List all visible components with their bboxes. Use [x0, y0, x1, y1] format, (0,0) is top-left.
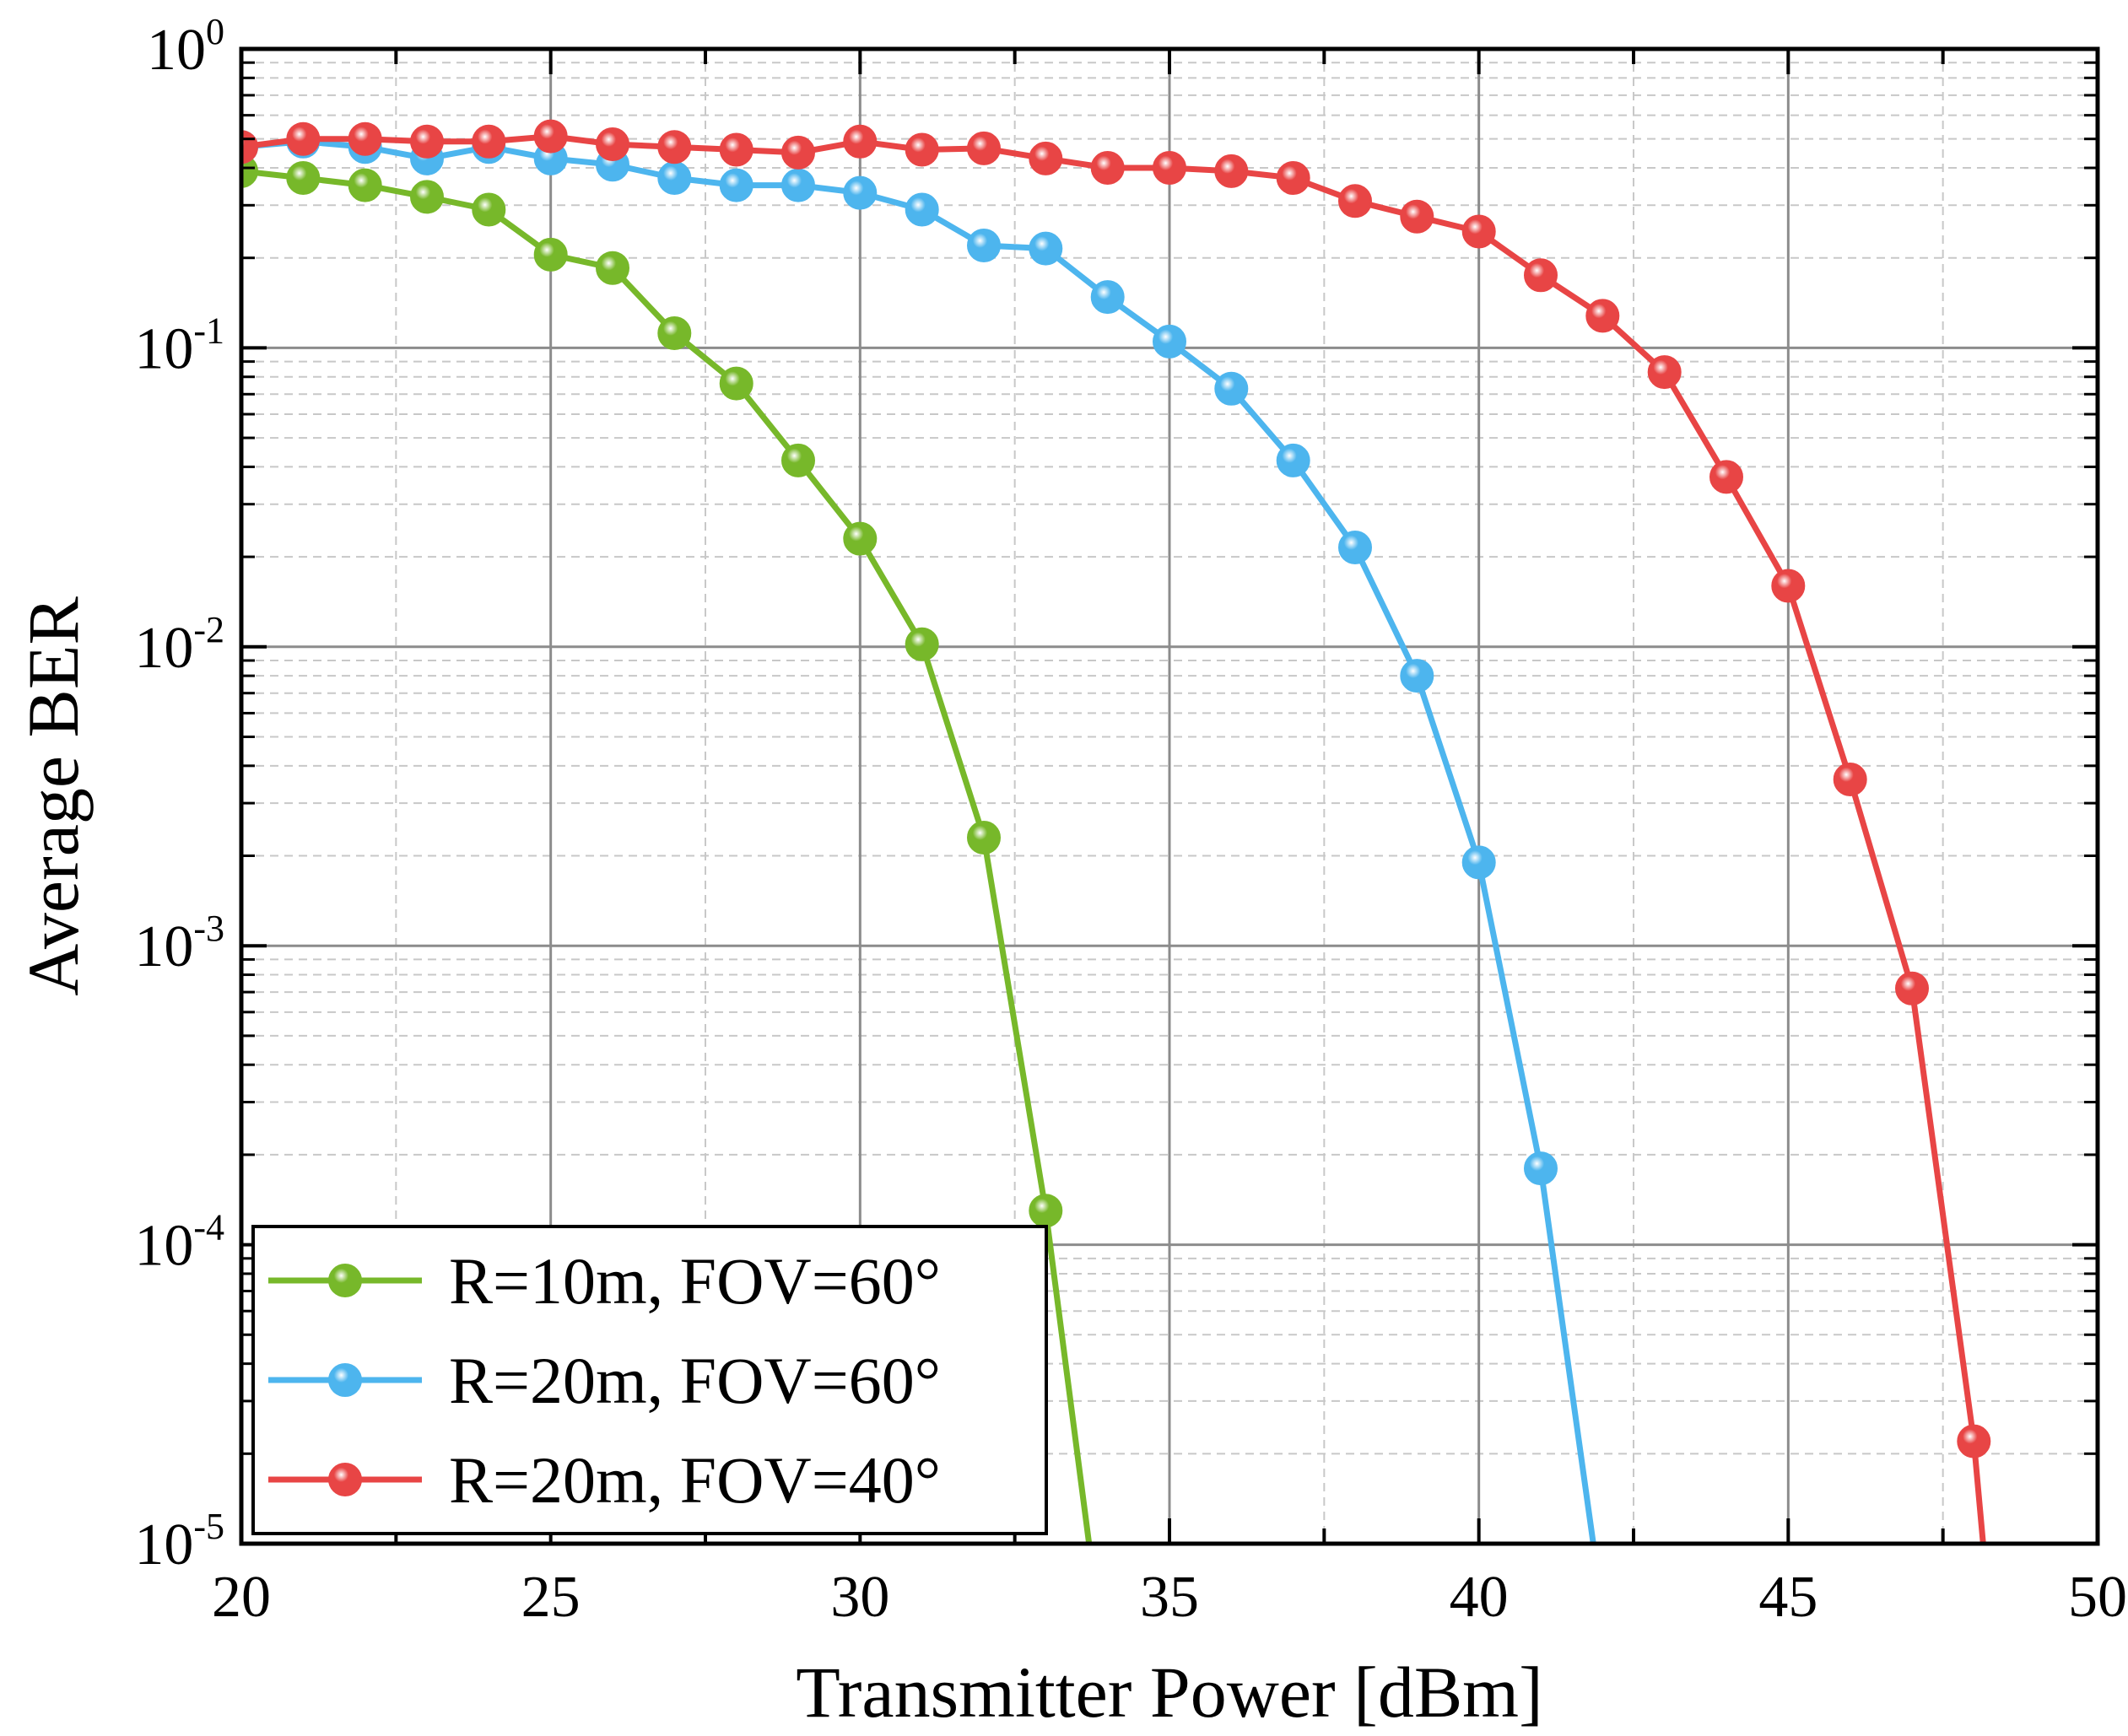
y-tick-base: 10: [134, 914, 193, 979]
x-tick-label: 50: [2068, 1565, 2127, 1630]
series-2-point: [967, 229, 1001, 262]
series-1-point: [286, 161, 321, 195]
x-tick-label: 20: [212, 1565, 271, 1630]
series-2-point: [905, 192, 939, 227]
series-3-point: [967, 131, 1001, 165]
y-tick-exponent: -2: [193, 609, 224, 650]
series-3-point: [1400, 199, 1434, 234]
x-axis-title: Transmitter Power [dBm]: [796, 1652, 1542, 1733]
series-3-point: [1647, 355, 1682, 390]
series-3-point: [843, 124, 878, 159]
series-3-point: [1833, 763, 1867, 796]
series-2-point: [1153, 324, 1186, 359]
y-tick-exponent: 0: [206, 11, 224, 52]
series-3-point: [1153, 151, 1186, 185]
series-3-point: [1585, 299, 1620, 333]
y-tick-base: 10: [134, 1512, 193, 1577]
y-tick-label: 100: [147, 11, 224, 83]
legend-label-1: R=10m, FOV=60°: [449, 1244, 941, 1318]
series-3-point: [596, 127, 629, 161]
series-3-point: [657, 130, 692, 164]
legend-marker-2: [328, 1363, 362, 1397]
series-3-point: [781, 135, 815, 170]
series-3-point: [1895, 971, 1929, 1005]
x-tick-label: 30: [830, 1565, 889, 1630]
y-tick-label: 10-2: [134, 609, 224, 681]
series-2-point: [1029, 231, 1063, 266]
series-3-point: [1338, 184, 1372, 218]
legend-label-2: R=20m, FOV=60°: [449, 1344, 941, 1417]
series-2-point: [781, 168, 815, 202]
y-tick-label: 10-5: [134, 1506, 224, 1577]
y-tick-exponent: -5: [193, 1506, 224, 1547]
series-3-point: [905, 132, 939, 167]
legend: R=10m, FOV=60° R=20m, FOV=60° R=20m, FOV=4…: [251, 1225, 1048, 1535]
series-3-point: [1461, 214, 1496, 249]
y-tick-exponent: -3: [193, 908, 224, 949]
series-3-point: [719, 132, 753, 167]
series-1-point: [967, 821, 1001, 855]
series-2-point: [657, 161, 692, 195]
y-tick-label: 10-3: [134, 908, 224, 979]
x-tick-label: 35: [1140, 1565, 1199, 1630]
x-tick-label: 25: [521, 1565, 581, 1630]
series-1-point: [596, 251, 629, 285]
series-2-point: [719, 168, 753, 202]
series-2-point: [843, 175, 878, 210]
series-3-point: [1957, 1424, 1991, 1458]
series-2-point: [1400, 659, 1434, 693]
series-1-point: [1029, 1194, 1063, 1228]
y-tick-exponent: -4: [193, 1207, 224, 1248]
series-3-point: [1029, 141, 1063, 175]
series-3-point: [1709, 460, 1743, 494]
series-2-point: [1524, 1151, 1558, 1186]
y-tick-label: 10-1: [134, 310, 224, 381]
series-1-point: [781, 443, 815, 477]
x-tick-label: 45: [1758, 1565, 1817, 1630]
series-layer: [241, 119, 1991, 1544]
axis-ticks: [240, 47, 2099, 1545]
series-3-point: [1214, 154, 1249, 188]
series-3-point: [1276, 161, 1310, 195]
series-3-point: [1524, 258, 1558, 293]
x-tick-label: 40: [1450, 1565, 1509, 1630]
y-tick-base: 10: [134, 1214, 193, 1279]
series-1-point: [472, 192, 506, 227]
y-tick-exponent: -1: [193, 310, 224, 351]
series-2-point: [1090, 280, 1125, 315]
series-3-point: [472, 124, 506, 159]
series-1-point: [719, 366, 753, 401]
x-tick-labels: 20 25 30 35 40 45 50: [212, 1565, 2127, 1630]
y-tick-label: 10-4: [134, 1207, 224, 1279]
series-2-point: [1338, 531, 1372, 564]
series-1-point: [843, 521, 878, 556]
series-1-point: [905, 627, 939, 661]
series-2-point: [1276, 443, 1310, 477]
series-3-point: [410, 124, 444, 159]
series-3-point: [1771, 569, 1806, 603]
y-tick-base: 10: [134, 316, 193, 381]
y-tick-base: 10: [147, 18, 206, 83]
series-1-point: [410, 180, 444, 214]
series-1-point: [657, 316, 692, 350]
series-3-point: [286, 121, 321, 156]
y-tick-base: 10: [134, 616, 193, 681]
series-2-point: [1461, 845, 1496, 880]
series-1-point: [533, 237, 568, 272]
legend-label-3: R=20m, FOV=40°: [449, 1443, 941, 1517]
series-3-point: [348, 121, 382, 156]
legend-marker-1: [328, 1264, 362, 1297]
y-axis-title: Average BER: [13, 596, 94, 996]
series-3-point: [1090, 151, 1125, 185]
series-2-point: [1214, 371, 1249, 406]
series-3-point: [533, 119, 568, 154]
series-1-point: [348, 168, 382, 202]
legend-marker-3: [328, 1463, 362, 1496]
